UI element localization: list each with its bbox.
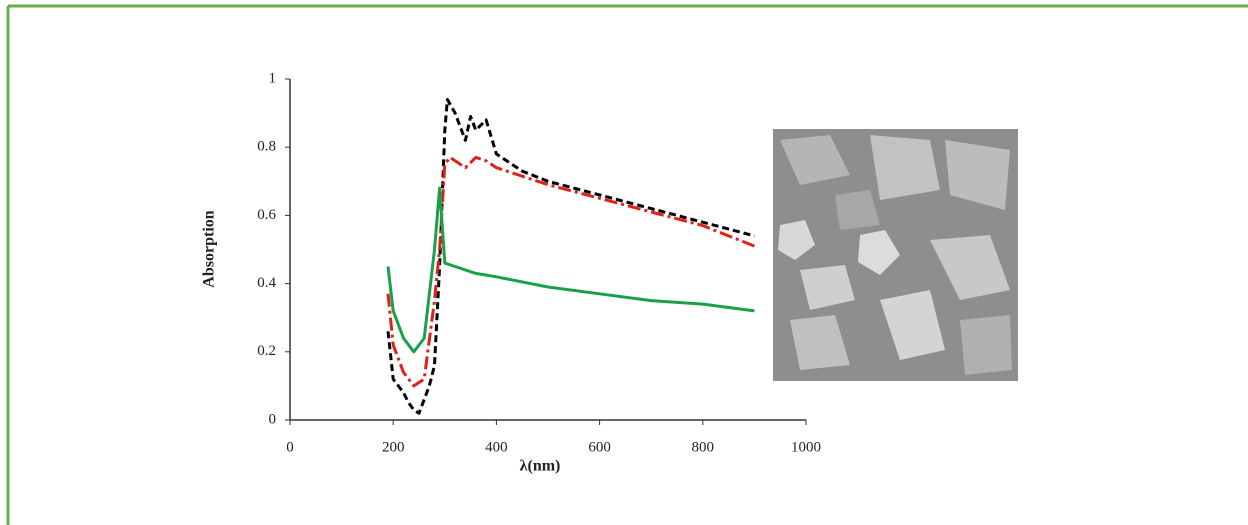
y-tick-label: 0.6 [257, 207, 276, 223]
data-line [386, 186, 755, 354]
y-axis-title: Absorption [201, 210, 218, 287]
y-tick-label: 0.4 [257, 275, 276, 291]
y-tick-label: 0 [269, 411, 277, 427]
x-tick-label: 600 [588, 439, 611, 455]
sem-inset [773, 129, 1018, 381]
x-tick-label: 800 [692, 439, 715, 455]
x-tick-label: 1000 [791, 439, 821, 455]
y-tick-label: 1 [269, 70, 277, 86]
x-tick-label: 0 [286, 439, 294, 455]
x-axis-title: λ(nm) [520, 458, 561, 475]
y-tick-label: 0.8 [257, 139, 276, 155]
y-tick-label: 0.2 [257, 343, 276, 359]
x-tick-label: 400 [485, 439, 508, 455]
data-line [386, 98, 755, 415]
x-tick-label: 200 [382, 439, 405, 455]
data-line [386, 155, 755, 388]
